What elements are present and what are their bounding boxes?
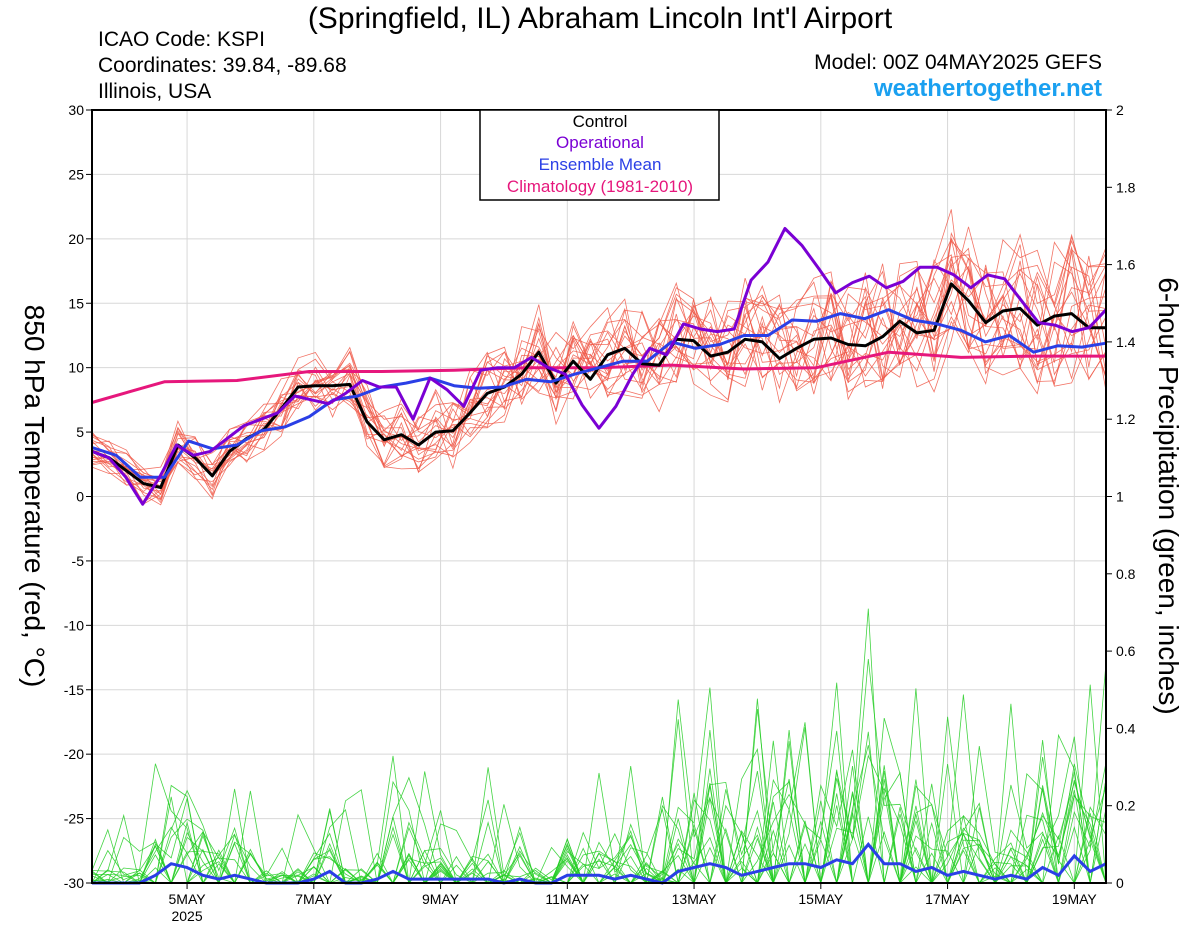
series-ensemble-mean	[91, 308, 1107, 479]
site-link[interactable]: weathertogether.net	[873, 75, 1102, 102]
y-tick-label: -10	[64, 617, 84, 633]
y-tick-label: 25	[68, 166, 84, 182]
precip-members	[91, 608, 1107, 885]
temp-member-line	[91, 233, 1107, 500]
y2-tick-label: 1.2	[1116, 411, 1136, 427]
x-tick-label: 19MAY	[1052, 891, 1098, 907]
x-tick-label: 7MAY	[295, 891, 333, 907]
y-tick-label: -30	[64, 875, 84, 891]
y2-tick-label: 0.2	[1116, 798, 1136, 814]
legend-entry-ensemble-mean: Ensemble Mean	[539, 155, 662, 174]
grid	[92, 110, 1106, 883]
y-tick-label: 15	[68, 295, 84, 311]
temp-member-line	[91, 233, 1107, 489]
y2-tick-label: 1.8	[1116, 179, 1136, 195]
temp-member-line	[91, 258, 1107, 490]
y-tick-label: -15	[64, 682, 84, 698]
y-tick-label: -5	[72, 553, 85, 569]
model-run: Model: 00Z 04MAY2025 GEFS	[814, 51, 1102, 74]
icao-code: ICAO Code: KSPI	[98, 28, 265, 51]
chart-title: (Springfield, IL) Abraham Lincoln Int'l …	[307, 2, 893, 35]
y2-tick-label: 1	[1116, 489, 1124, 505]
x-tick-label: 11MAY	[545, 891, 589, 907]
series-precip-ensemble-mean	[92, 842, 1107, 885]
y-tick-label: 30	[68, 102, 84, 118]
precip-member-line	[91, 754, 1107, 885]
y-tick-label: -20	[64, 746, 84, 762]
y-tick-label: -25	[64, 811, 84, 827]
x-tick-sublabel: 2025	[171, 908, 202, 924]
y2-tick-label: 0.4	[1116, 720, 1136, 736]
legend-box	[479, 109, 720, 201]
region: Illinois, USA	[98, 80, 212, 103]
y2-tick-label: 1.4	[1116, 334, 1136, 350]
main-series	[91, 227, 1108, 885]
y2-tick-label: 2	[1116, 102, 1124, 118]
y-tick-label: 10	[68, 360, 84, 376]
legend-entry-operational: Operational	[556, 133, 644, 152]
temp-member-line	[91, 270, 1107, 488]
temp-member-line	[91, 209, 1107, 487]
legend: Control Operational Ensemble Mean Climat…	[479, 109, 720, 201]
x-tick-label: 9MAY	[422, 891, 460, 907]
y-ticks: 30 25 20 15 10 5 0 -5 -10 -15 -20 -25 -30	[64, 102, 92, 891]
coordinates: Coordinates: 39.84, -89.68	[98, 54, 347, 77]
y2-tick-label: 0.8	[1116, 566, 1136, 582]
x-tick-label: 17MAY	[925, 891, 971, 907]
series-operational	[91, 227, 1108, 506]
x-tick-label: 5MAY	[169, 891, 207, 907]
y2-tick-label: 0	[1116, 875, 1124, 891]
y-tick-label: 5	[76, 424, 84, 440]
y2-tick-label: 0.6	[1116, 643, 1136, 659]
y-tick-label: 20	[68, 231, 84, 247]
legend-entry-control: Control	[573, 112, 628, 131]
temp-member-line	[91, 231, 1107, 501]
temp-member-line	[91, 262, 1107, 483]
y2-ticks: 2 1.8 1.6 1.4 1.2 1 0.8 0.6 0.4 0.2 0	[1106, 102, 1136, 891]
y2-tick-label: 1.6	[1116, 257, 1136, 273]
temp-members	[91, 209, 1107, 506]
y-tick-label: 0	[76, 489, 84, 505]
temp-member-line	[91, 258, 1107, 492]
x-tick-label: 13MAY	[672, 891, 718, 907]
legend-entry-climatology: Climatology (1981-2010)	[507, 177, 693, 196]
x-tick-label: 15MAY	[798, 891, 844, 907]
